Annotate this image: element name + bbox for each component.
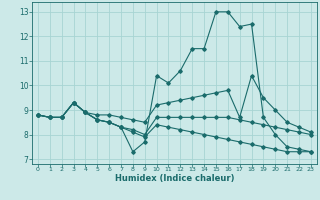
X-axis label: Humidex (Indice chaleur): Humidex (Indice chaleur) xyxy=(115,174,234,183)
